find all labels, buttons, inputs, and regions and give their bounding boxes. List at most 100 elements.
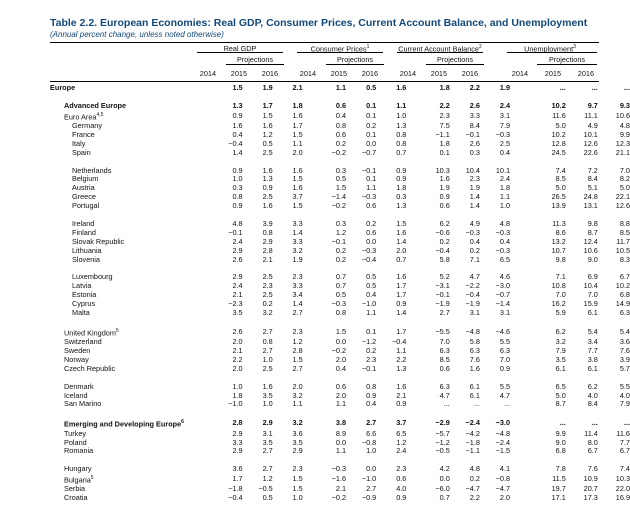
table-cell: 0.0 bbox=[335, 437, 347, 447]
table-cell: −4.8 bbox=[495, 428, 511, 438]
table-cell: 1.8 bbox=[499, 183, 511, 193]
row-label: Lithuania bbox=[50, 246, 212, 256]
table-cell: 15.9 bbox=[583, 299, 598, 309]
table-cell: 2.1 bbox=[335, 484, 347, 494]
table-cell: 8.3 bbox=[619, 254, 630, 264]
column-gap bbox=[406, 273, 419, 282]
column-gap bbox=[303, 356, 316, 365]
table-cell: ... bbox=[559, 83, 566, 92]
table-cell: 1.4 bbox=[396, 236, 407, 246]
table-cell: −0.3 bbox=[331, 464, 347, 474]
table-cell: 20.7 bbox=[583, 484, 598, 494]
column-gap bbox=[510, 220, 534, 229]
table-cell: −0.4 bbox=[391, 337, 407, 347]
column-gap bbox=[406, 430, 419, 439]
column-gap bbox=[303, 474, 316, 485]
table-cell: 2.0 bbox=[232, 337, 243, 347]
table-cell: −0.4 bbox=[361, 254, 377, 264]
group-rule-gdp bbox=[197, 52, 283, 53]
table-cell: 0.8 bbox=[396, 138, 407, 148]
table-cell: 3.6 bbox=[232, 464, 243, 474]
table-cell: −3.1 bbox=[435, 281, 450, 291]
table-cell: 1.5 bbox=[292, 484, 303, 494]
table-cell: 0.4 bbox=[335, 110, 347, 120]
row-label-text: Euro Area bbox=[64, 112, 97, 122]
table-row: Spain 1.4 2.5 2.0 −0.2 −0.7 0.7 0.1 0.3 0.4 24.5 22… bbox=[50, 148, 630, 158]
row-label-text: Romania bbox=[64, 446, 94, 456]
table-cell: 5.4 bbox=[619, 327, 630, 337]
column-gap bbox=[303, 273, 316, 282]
table-cell: 6.2 bbox=[439, 218, 450, 228]
table-cell: −0.1 bbox=[435, 290, 450, 300]
table-cell: 0.5 bbox=[262, 493, 273, 503]
table-cell: 4.2 bbox=[439, 464, 450, 474]
table-cell: 5.0 bbox=[555, 390, 566, 400]
table-cell: 2.1 bbox=[396, 390, 407, 400]
column-gap bbox=[406, 282, 419, 291]
row-label: Europe bbox=[50, 83, 212, 93]
table-cell: 1.7 bbox=[396, 290, 407, 300]
table-cell: 1.3 bbox=[262, 174, 273, 184]
column-gap bbox=[406, 300, 419, 309]
table-cell: 2.2 bbox=[396, 354, 407, 364]
table-cell: 8.4 bbox=[587, 174, 598, 184]
row-label-text: France bbox=[72, 129, 95, 139]
year-header: 2015 bbox=[544, 69, 561, 78]
table-cell: 1.2 bbox=[262, 474, 273, 484]
projections-unemp: Projections bbox=[537, 55, 597, 65]
table-cell: 1.6 bbox=[469, 363, 480, 373]
table-cell: 10.3 bbox=[435, 165, 450, 175]
header-real-gdp: Real GDP bbox=[223, 44, 257, 53]
row-label: Ireland bbox=[50, 219, 212, 229]
table-cell: 6.5 bbox=[499, 254, 511, 264]
table-cell: −0.3 bbox=[361, 245, 377, 255]
table-cell: 7.8 bbox=[555, 464, 566, 474]
row-label: Romania bbox=[50, 446, 212, 456]
table-cell: 3.5 bbox=[292, 437, 303, 447]
table-row: Iceland 1.8 3.5 3.2 2.0 0.9 2.1 4.7 6.1 4.7 5.0 4.0… bbox=[50, 390, 630, 401]
header-unemployment: Unemployment3 bbox=[524, 44, 576, 54]
column-gap bbox=[510, 494, 534, 503]
footnote-marker: 4,5 bbox=[96, 111, 104, 118]
table-cell: 1.9 bbox=[469, 183, 480, 193]
row-label-text: Hungary bbox=[64, 464, 92, 474]
table-cell: −0.4 bbox=[228, 138, 243, 148]
table-cell: 2.2 bbox=[232, 354, 243, 364]
column-gap bbox=[303, 167, 316, 176]
column-gap bbox=[510, 282, 534, 291]
table-cell: 4.8 bbox=[232, 218, 243, 228]
table-row: Cyprus −2.3 0.2 1.4 −0.3 −1.0 0.9 −1.9 −1.9 −1.4 1… bbox=[50, 299, 630, 309]
table-cell: 19.7 bbox=[551, 484, 566, 494]
column-gap bbox=[406, 167, 419, 176]
table-cell: 1.4 bbox=[292, 299, 303, 309]
table-cell: 0.6 bbox=[439, 363, 450, 373]
column-gap bbox=[510, 238, 534, 247]
table-cell: −1.2 bbox=[435, 437, 450, 447]
column-gap bbox=[510, 122, 534, 131]
table-cell: 1.2 bbox=[396, 437, 407, 447]
table-cell: 2.0 bbox=[232, 363, 243, 373]
row-label: United Kingdom5 bbox=[50, 327, 212, 338]
table-cell: 8.5 bbox=[439, 354, 450, 364]
table-cell: 10.1 bbox=[583, 129, 598, 139]
table-cell: 1.0 bbox=[262, 399, 273, 409]
year-header: 2014 bbox=[511, 69, 528, 78]
table-cell: −4.2 bbox=[465, 428, 480, 438]
row-label-text: Switzerland bbox=[64, 337, 102, 347]
table-subtitle: (Annual percent change, unless noted oth… bbox=[50, 30, 224, 39]
table-cell: 0.9 bbox=[396, 399, 407, 409]
table-cell: 1.4 bbox=[292, 227, 303, 237]
table-cell: 11.5 bbox=[552, 474, 566, 484]
column-gap bbox=[510, 84, 534, 93]
table-cell: 2.3 bbox=[292, 272, 303, 282]
table-row: Italy −0.4 0.5 1.1 0.2 0.0 0.8 1.8 2.6 2.5 12.8 12.… bbox=[50, 138, 630, 149]
projections-cab: Projections bbox=[426, 55, 484, 65]
table-cell: 13.9 bbox=[551, 201, 566, 211]
table-cell: 1.5 bbox=[262, 110, 273, 120]
header-consumer-prices: Consumer Prices1 bbox=[310, 44, 370, 54]
table-cell: −4.7 bbox=[465, 484, 480, 494]
data-table: Europe 1.5 1.9 2.1 1.1 0.5 1.6 1.8 2.2 1.9.......… bbox=[50, 83, 630, 503]
table-cell: 22.1 bbox=[615, 192, 630, 202]
table-cell: 0.1 bbox=[366, 129, 377, 139]
table-cell: 0.2 bbox=[469, 474, 480, 484]
